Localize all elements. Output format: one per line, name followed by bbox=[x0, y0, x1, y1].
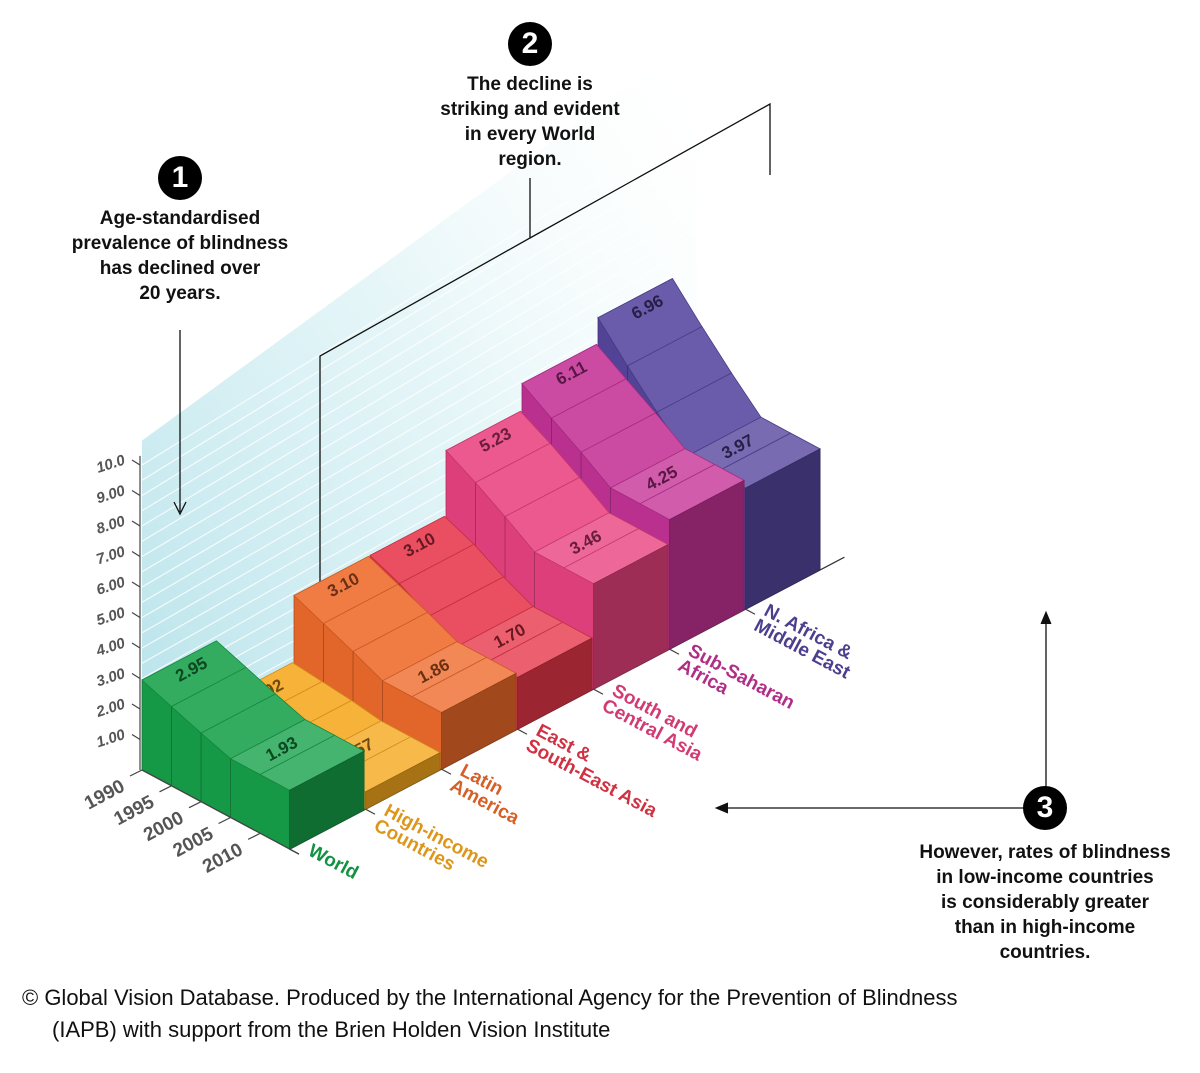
y-tick-label: 9.00 bbox=[94, 482, 128, 507]
y-tick-label: 1.00 bbox=[94, 726, 128, 751]
bar-end-face bbox=[365, 751, 441, 810]
y-tick-label: 8.00 bbox=[94, 512, 128, 537]
region-tick-mark bbox=[365, 808, 376, 815]
region-label: South andCentral Asia bbox=[598, 679, 714, 765]
leader-1-arrow bbox=[173, 501, 187, 516]
region-tick-mark bbox=[441, 768, 452, 775]
annotation-1: 1 Age-standardised prevalence of blindne… bbox=[40, 156, 320, 306]
leader-2-right bbox=[529, 102, 771, 239]
y-tick-label: 3.00 bbox=[94, 665, 128, 690]
annotation-1-text: Age-standardised prevalence of blindness… bbox=[71, 208, 289, 304]
bar-end-face bbox=[441, 672, 517, 770]
year-tick-mark bbox=[218, 816, 231, 825]
annotation-3: 3 However, rates of blindness in low-inc… bbox=[890, 786, 1200, 965]
bar-group-0: 2.951.93 bbox=[141, 640, 365, 850]
y-tick-mark bbox=[131, 459, 141, 466]
y-tick-mark bbox=[131, 703, 141, 710]
wall-gridline bbox=[141, 155, 698, 496]
region-label: High-incomeCountries bbox=[370, 799, 492, 888]
region-tick-mark bbox=[289, 848, 300, 855]
y-tick-mark bbox=[131, 489, 141, 497]
annotation-1-badge: 1 bbox=[158, 156, 202, 200]
bar-end-face bbox=[669, 479, 745, 650]
bar-end-face bbox=[745, 448, 821, 610]
region-label: N. Africa &Middle East bbox=[750, 599, 862, 683]
y-tick-mark bbox=[131, 550, 141, 558]
region-label: LatinAmerica bbox=[446, 759, 531, 829]
region-tick-mark bbox=[517, 728, 528, 735]
annotation-3-badge: 3 bbox=[1023, 786, 1067, 830]
y-tick-mark bbox=[131, 672, 141, 680]
y-tick-label: 5.00 bbox=[94, 604, 128, 629]
footer-line-2: (IAPB) with support from the Brien Holde… bbox=[52, 1017, 611, 1042]
y-tick-mark bbox=[131, 733, 141, 741]
wall-gridline bbox=[141, 138, 698, 481]
region-label: Sub-SaharanAfrica bbox=[674, 639, 798, 729]
annotation-2: 2 The decline is striking and evident in… bbox=[395, 22, 665, 172]
y-tick-label: 2.00 bbox=[93, 695, 128, 721]
region-tick-mark bbox=[669, 648, 680, 655]
y-tick-mark bbox=[131, 520, 141, 527]
wall-gridline bbox=[141, 208, 698, 542]
year-tick-mark bbox=[159, 785, 172, 793]
wall-panel bbox=[142, 35, 697, 771]
leader-2-left bbox=[319, 178, 531, 592]
bars: 6.963.976.114.255.233.463.101.703.101.86… bbox=[141, 277, 821, 850]
footer-line-1: © Global Vision Database. Produced by th… bbox=[22, 985, 958, 1010]
region-tick-mark bbox=[745, 608, 756, 615]
wall-gridline bbox=[141, 120, 698, 466]
leader-3-left-arrow bbox=[714, 802, 729, 814]
wall-gridline bbox=[141, 173, 698, 512]
annotation-leaders bbox=[173, 102, 1052, 814]
y-axis: 1.00 2.00 3.00 4.00 5.00 6.00 7.00 8.00 9.00 10.0 bbox=[93, 451, 141, 770]
y-tick-label: 4.00 bbox=[93, 634, 128, 660]
y-tick-label: 6.00 bbox=[94, 573, 128, 598]
x-axis-line bbox=[141, 769, 300, 855]
y-tick-mark bbox=[131, 611, 141, 619]
year-tick-mark bbox=[129, 769, 143, 777]
leader-3-up-arrow bbox=[1040, 610, 1052, 625]
year-tick-mark bbox=[188, 801, 202, 809]
region-label-line: World bbox=[305, 840, 362, 884]
bar-end-face bbox=[289, 750, 365, 850]
bar-group-2: 3.101.86 bbox=[293, 555, 517, 770]
wall-gridline bbox=[141, 190, 698, 527]
y-tick-label: 10.0 bbox=[94, 451, 128, 476]
annotation-3-text: However, rates of blindness in low-incom… bbox=[919, 842, 1171, 963]
annotation-2-text: The decline is striking and evident in e… bbox=[440, 74, 620, 170]
y-tick-mark bbox=[131, 642, 141, 649]
y-tick-label: 7.00 bbox=[94, 543, 128, 568]
wall-gridline bbox=[141, 225, 698, 557]
annotation-2-badge: 2 bbox=[508, 22, 552, 66]
bar-end-face bbox=[517, 637, 593, 730]
wall-gridline bbox=[141, 243, 698, 573]
year-tick-mark bbox=[247, 832, 261, 840]
region-label: World bbox=[305, 840, 362, 884]
bar-end-face bbox=[593, 543, 669, 690]
footer-credit: © Global Vision Database. Produced by th… bbox=[22, 982, 1182, 1046]
region-tick-mark bbox=[593, 688, 604, 695]
y-tick-mark bbox=[131, 581, 141, 588]
